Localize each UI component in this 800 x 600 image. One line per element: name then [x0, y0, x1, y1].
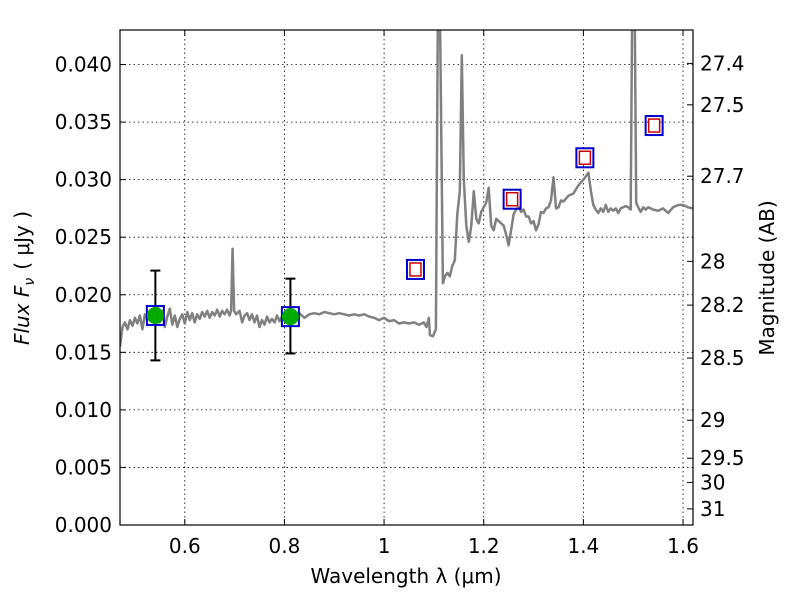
mag-tick-label: 31 — [700, 497, 725, 521]
y-tick-label: 0.035 — [55, 110, 112, 134]
photometry-layer — [145, 115, 664, 362]
y-tick-label: 0.000 — [55, 513, 112, 537]
photometry-point — [281, 308, 299, 326]
x-axis-title: Wavelength λ (μm) — [310, 564, 501, 588]
mag-tick-label: 29.5 — [700, 446, 745, 470]
y-tick-label: 0.020 — [55, 283, 112, 307]
synthetic-box — [405, 258, 425, 280]
y-axis-left-title: Flux Fν ( μJy ) — [10, 211, 38, 345]
mag-tick-label: 30 — [700, 470, 725, 494]
synthetic-point — [647, 118, 661, 133]
mag-tick-label: 28 — [700, 249, 725, 273]
y-axis-right-title: Magnitude (AB) — [755, 200, 779, 355]
plot-frame — [119, 29, 694, 526]
photometry-point — [146, 306, 164, 324]
synthetic-point — [409, 262, 422, 277]
y-axis-right: 27.4 27.5 27.7 28 28.2 28.5 29 29.530 31 — [687, 51, 745, 521]
synthetic-point — [505, 191, 519, 207]
y-tick-label: 0.010 — [55, 398, 112, 422]
x-tick-label: 1 — [378, 534, 391, 558]
mag-tick-label: 27.5 — [700, 93, 745, 117]
y-axis-left-title-text: Flux F — [10, 285, 34, 345]
mag-tick-label: 28.2 — [700, 293, 745, 317]
x-tick-label: 0.8 — [269, 534, 301, 558]
mag-tick-label: 28.5 — [700, 346, 745, 370]
synthetic-box — [644, 115, 664, 137]
x-tick-label: 1.6 — [667, 534, 699, 558]
y-axis-left-title-units: ( μJy ) — [10, 211, 34, 270]
synthetic-point — [578, 150, 592, 166]
mag-tick-label: 27.7 — [700, 164, 745, 188]
mag-tick-label: 27.4 — [700, 51, 745, 75]
x-tick-label: 1.4 — [567, 534, 599, 558]
y-axis-left-title-sub: ν — [22, 278, 38, 286]
y-tick-label: 0.025 — [55, 225, 112, 249]
synthetic-box — [502, 188, 522, 210]
spectrum-layer — [120, 30, 693, 347]
x-tick-label: 0.6 — [169, 534, 201, 558]
y-tick-label: 0.030 — [55, 168, 112, 192]
grid — [120, 30, 693, 525]
y-tick-label: 0.040 — [55, 53, 112, 77]
y-axis-left: 0.000 0.005 0.010 0.015 0.020 0.025 0.030 0.035… — [55, 53, 126, 537]
x-axis: 0.6 0.8 1 1.2 1.4 1.6 — [169, 30, 699, 558]
y-tick-label: 0.015 — [55, 340, 112, 364]
spectrum-line — [120, 30, 693, 347]
svg-text:Flux Fν( μJy ): Flux Fν ( μJy ) — [10, 211, 38, 345]
mag-tick-label: 29 — [700, 408, 725, 432]
y-tick-label: 0.005 — [55, 455, 112, 479]
synthetic-box — [575, 147, 595, 169]
x-tick-label: 1.2 — [468, 534, 500, 558]
